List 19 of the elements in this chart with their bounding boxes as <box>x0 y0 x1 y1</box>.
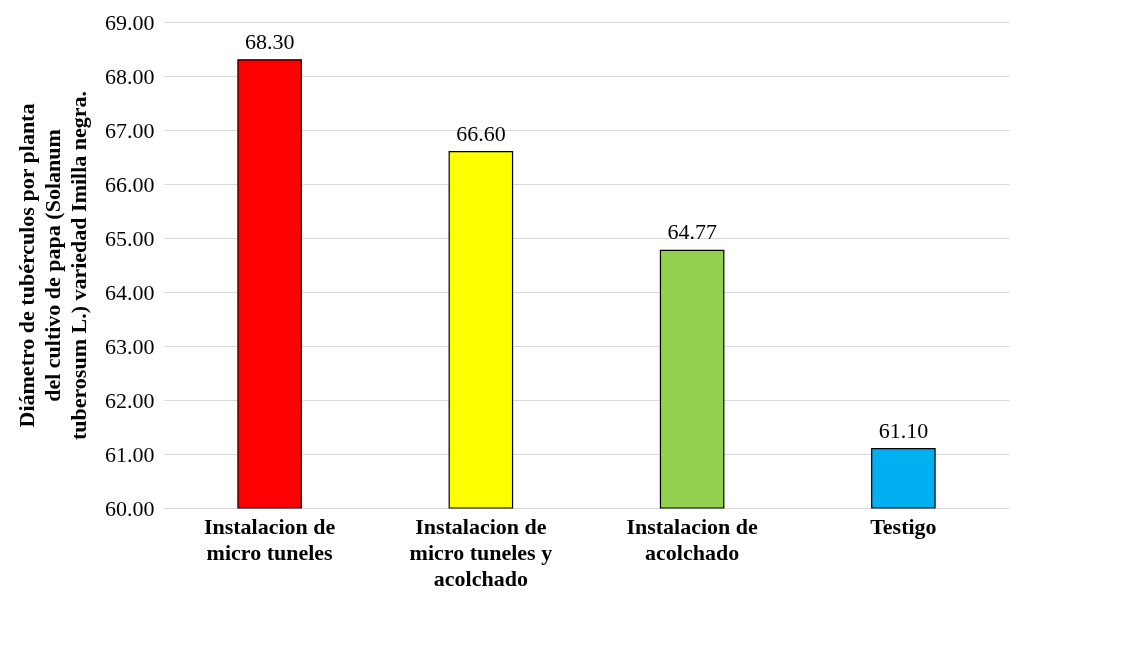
y-tick-label: 65.00 <box>105 225 155 251</box>
data-label: 68.30 <box>244 28 295 54</box>
data-label: 66.60 <box>456 120 506 146</box>
y-tick-label: 60.00 <box>105 495 155 521</box>
y-tick-label: 69.00 <box>105 9 155 35</box>
y-tick-label: 62.00 <box>105 387 155 413</box>
y-tick-label: 64.00 <box>105 279 155 305</box>
y-tick-label: 67.00 <box>105 117 155 143</box>
x-tick-label: Testigo <box>870 513 937 539</box>
y-tick-label: 61.00 <box>105 441 155 467</box>
y-tick-label: 63.00 <box>105 333 155 359</box>
x-tick-label: Instalacion de micro tuneles y acolchado <box>409 513 553 591</box>
y-axis-title: Diámetro de tubérculos por planta del cultivo de papa (Solanum tuberosum L.) variedad Imilla negra. <box>14 90 91 441</box>
x-tick-label: Instalacion de acolchado <box>626 513 759 565</box>
y-tick-label: 68.00 <box>105 63 155 89</box>
data-label: 64.77 <box>667 219 717 245</box>
x-tick-label: Instalacion de micro tuneles <box>203 513 336 565</box>
data-label: 61.10 <box>878 417 929 443</box>
y-tick-label: 66.00 <box>105 171 155 197</box>
